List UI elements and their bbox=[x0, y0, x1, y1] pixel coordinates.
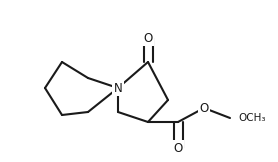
Text: O: O bbox=[143, 31, 153, 45]
Text: O: O bbox=[173, 141, 183, 155]
Text: OCH₃: OCH₃ bbox=[238, 113, 265, 123]
Text: N: N bbox=[114, 81, 122, 94]
Text: O: O bbox=[199, 102, 208, 115]
